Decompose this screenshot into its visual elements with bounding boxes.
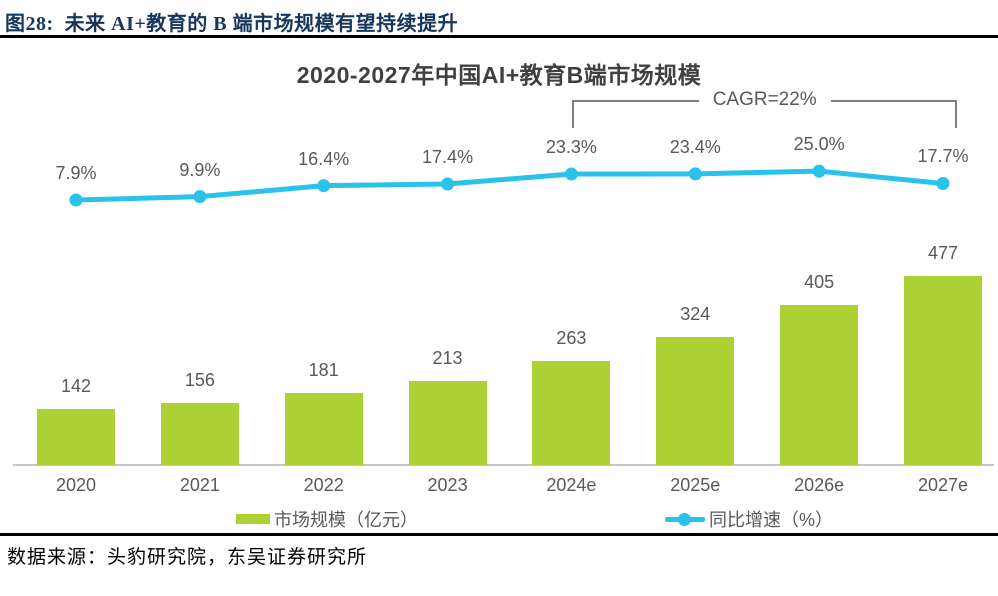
bar-2025e (656, 336, 735, 465)
cagr-annotation-text: CAGR=22% (698, 89, 831, 111)
x-axis-label-2021: 2021 (179, 475, 220, 495)
line-point-2024e (564, 167, 578, 181)
bottom-divider (0, 533, 998, 536)
bar-2026e (780, 304, 859, 465)
x-axis-label-2024e: 2024e (546, 475, 597, 495)
bar-2024e (532, 360, 611, 465)
data-source: 数据来源：头豹研究院，东吴证券研究所 (7, 547, 368, 568)
chart-title: 2020-2027年中国AI+教育B端市场规模 (296, 62, 702, 88)
line-legend-marker (665, 510, 705, 528)
line-point-2027e (936, 176, 950, 190)
bar-value-label-2020: 142 (60, 375, 92, 396)
line-value-label-2023: 17.4% (422, 146, 474, 167)
bar-legend-swatch (236, 514, 270, 524)
bar-value-label-2026e: 405 (804, 271, 835, 292)
bar-value-label-2025e: 324 (680, 303, 711, 324)
x-axis-label-2027e: 2027e (917, 475, 969, 495)
line-value-label-2022: 16.4% (298, 148, 350, 169)
bar-2022 (284, 393, 363, 465)
line-value-label-2024e: 23.3% (545, 137, 597, 158)
line-value-label-2027e: 17.7% (917, 146, 969, 167)
bar-2027e (903, 276, 982, 465)
x-axis-label-2022: 2022 (303, 475, 344, 495)
line-point-2022 (317, 179, 331, 193)
legend-item-growth-rate: 同比增速（%） (665, 506, 833, 532)
bar-value-label-2022: 181 (308, 360, 339, 381)
x-axis-label-2023: 2023 (427, 475, 468, 495)
bar-2020 (37, 408, 115, 465)
line-legend-label: 同比增速（%） (709, 510, 834, 530)
bar-2023 (408, 380, 487, 465)
bar-value-label-2023: 213 (432, 347, 463, 368)
bar-2021 (160, 403, 239, 465)
bar-value-label-2021: 156 (184, 370, 215, 391)
top-divider (0, 35, 998, 38)
line-point-2026e (812, 164, 826, 178)
line-point-2021 (193, 190, 207, 204)
line-legend-dot (678, 512, 691, 526)
x-axis-line (13, 464, 994, 466)
figure-caption: 图28: 未来 AI+教育的 B 端市场规模有望持续提升 (5, 13, 459, 35)
x-axis-label-2026e: 2026e (794, 475, 845, 495)
legend-item-market-size: 市场规模（亿元） (236, 506, 418, 532)
bar-legend-label: 市场规模（亿元） (274, 510, 418, 530)
line-value-label-2020: 7.9% (55, 162, 97, 183)
cagr-annotation: CAGR=22% (574, 89, 955, 111)
x-axis-label-2025e: 2025e (670, 475, 721, 495)
line-point-2025e (688, 167, 702, 181)
line-point-2023 (441, 177, 455, 191)
cagr-bracket: CAGR=22% (572, 89, 957, 128)
bar-value-label-2027e: 477 (927, 243, 958, 264)
line-value-label-2025e: 23.4% (669, 136, 721, 157)
line-value-label-2021: 9.9% (179, 159, 221, 180)
line-point-2020 (69, 193, 83, 207)
bar-value-label-2024e: 263 (556, 327, 587, 348)
line-value-label-2026e: 25.0% (793, 134, 845, 155)
x-axis-label-2020: 2020 (55, 475, 97, 495)
